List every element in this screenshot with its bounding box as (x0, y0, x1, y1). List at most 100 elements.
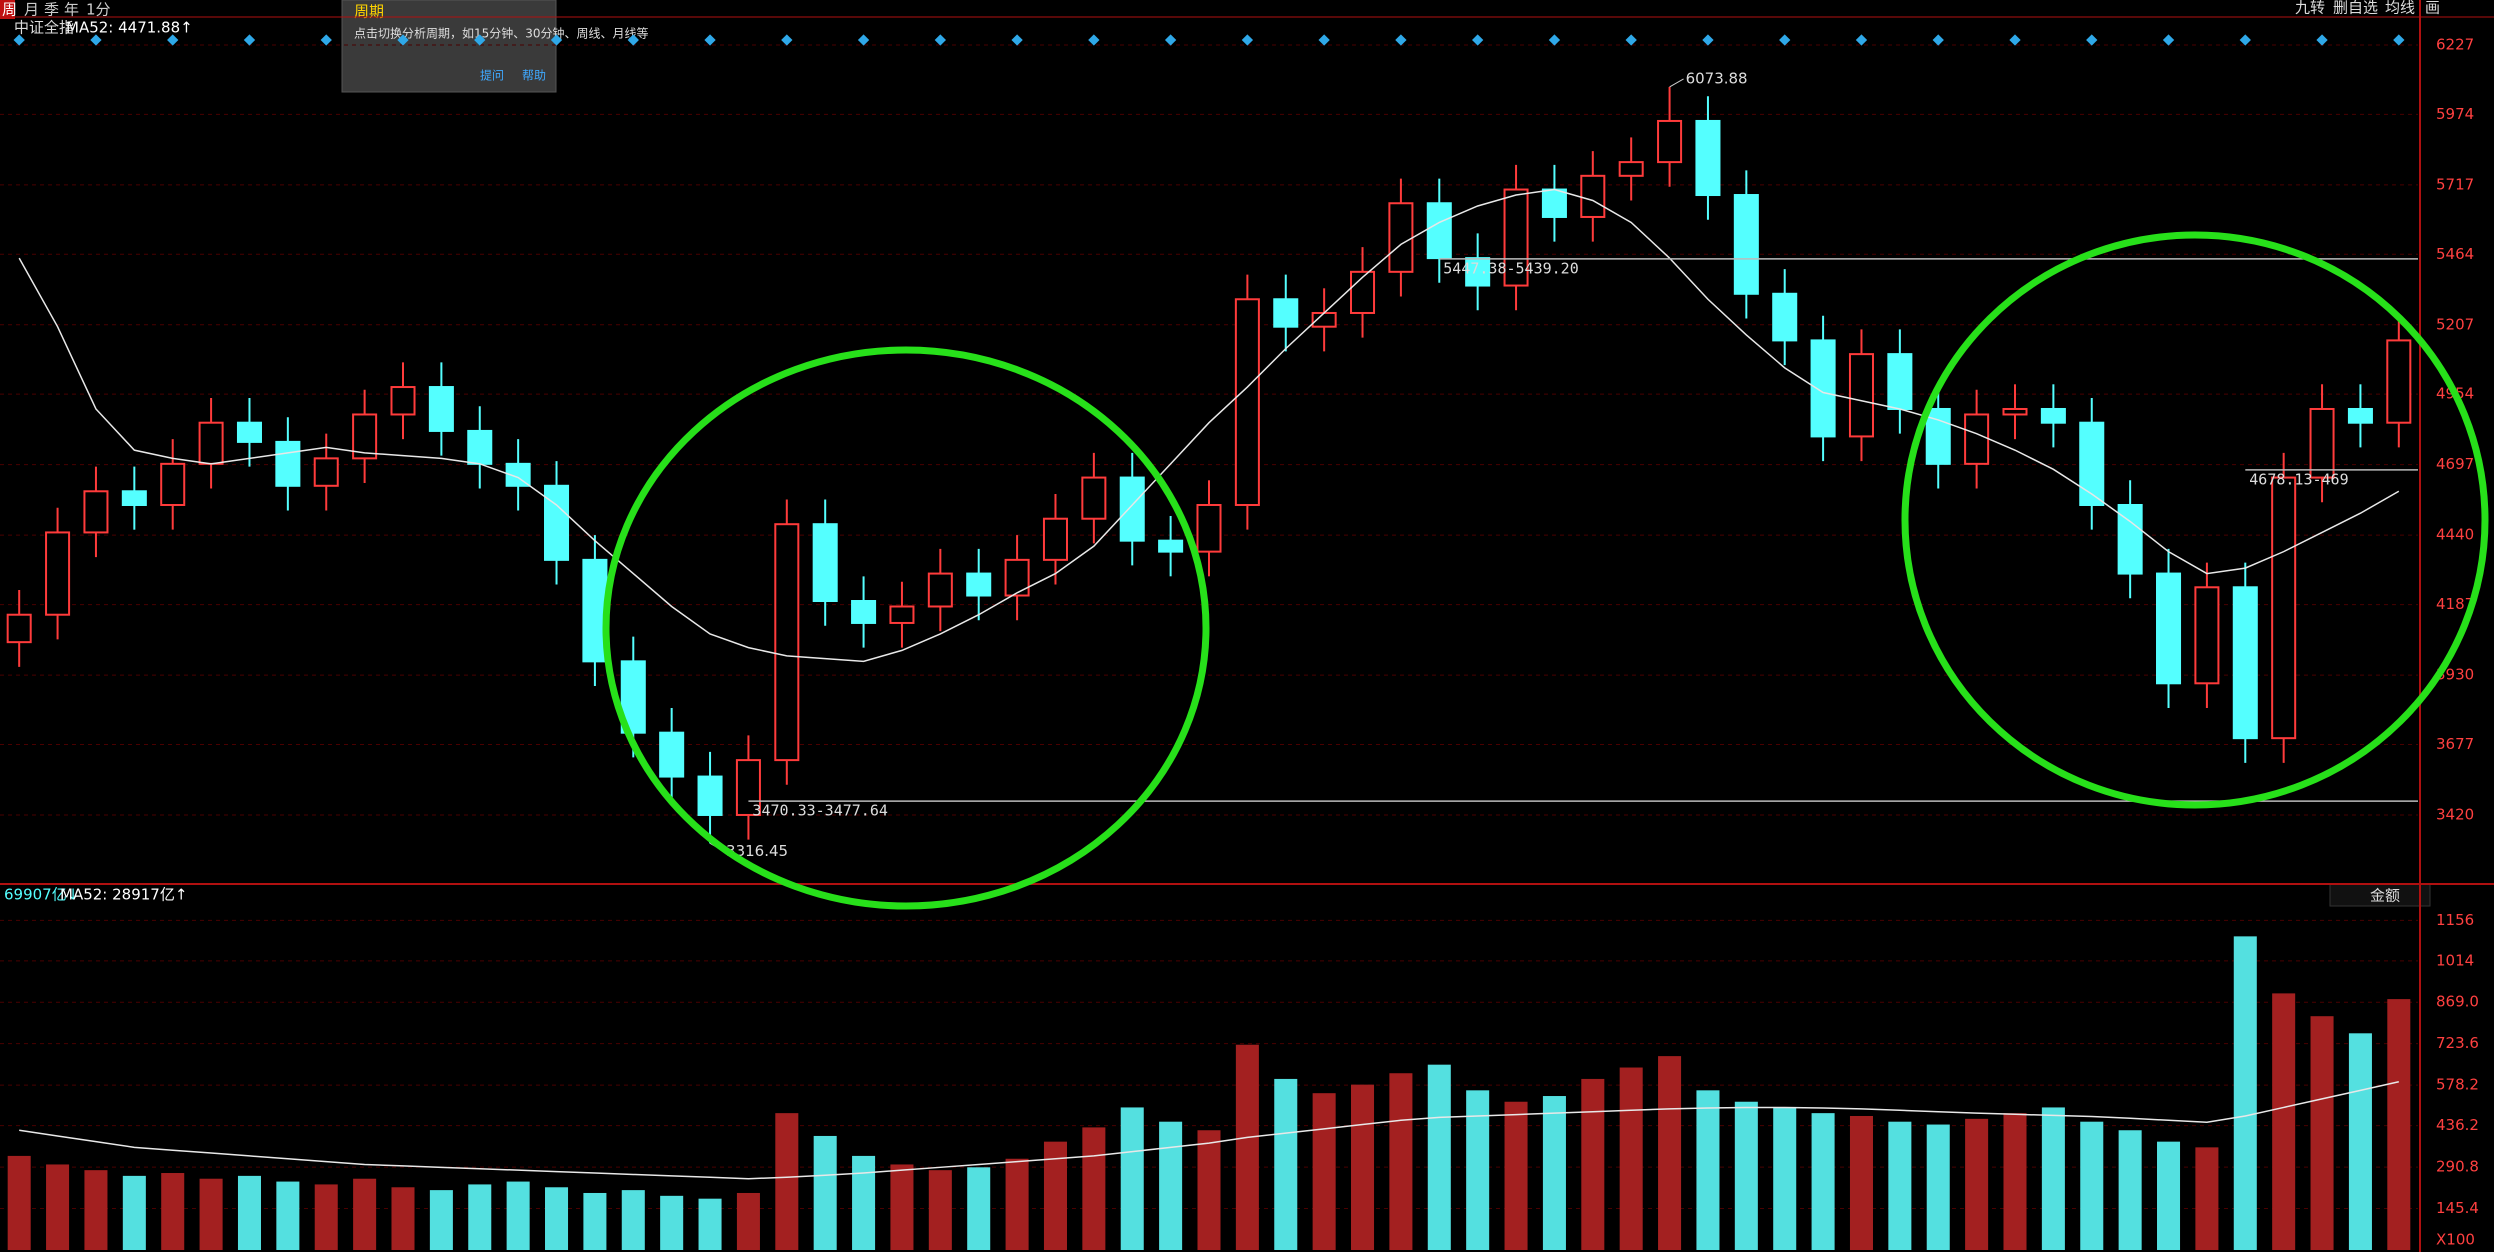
tool-button[interactable]: 均线 (2385, 0, 2415, 17)
y-tick-label: 5717 (2436, 175, 2474, 193)
candle-body (1695, 119, 1721, 197)
signal-marker (934, 34, 946, 46)
volume-bar (1811, 1113, 1835, 1250)
volume-bar (852, 1155, 876, 1250)
volume-bar (506, 1181, 530, 1250)
y-tick-label: 3677 (2436, 735, 2474, 753)
signal-marker (320, 34, 332, 46)
ma-line (19, 1081, 2399, 1180)
signal-marker (1088, 34, 1100, 46)
signal-marker (1241, 34, 1254, 46)
tool-button[interactable]: 九转 (2295, 0, 2325, 17)
volume-bar (2041, 1107, 2065, 1250)
candle-body (1388, 202, 1414, 273)
candle-body (1158, 539, 1184, 553)
volume-bar (1504, 1101, 1528, 1250)
candle-body (1004, 558, 1030, 597)
candle-body (198, 421, 224, 465)
y-tick-label: 869.0 (2436, 993, 2479, 1011)
period-tab[interactable]: 季 (44, 1, 59, 19)
period-tab[interactable]: 周 (2, 1, 17, 19)
volume-bar (1734, 1101, 1758, 1250)
signal-marker (627, 34, 639, 46)
volume-bar (1197, 1130, 1221, 1250)
candle-body (966, 572, 992, 597)
signal-marker (397, 34, 409, 46)
signal-marker (243, 34, 256, 46)
y-tick-label: 5464 (2436, 245, 2474, 263)
candle-body (2040, 407, 2066, 424)
signal-marker (550, 34, 563, 46)
signal-marker (13, 34, 25, 46)
candle-body (2309, 407, 2335, 479)
candle-body (2232, 586, 2258, 740)
candle-body (2271, 476, 2297, 740)
y-tick-label: 5207 (2436, 315, 2474, 333)
candle-body (544, 484, 570, 561)
level-label: 3470.33-3477.64 (752, 802, 887, 820)
candle-body (1618, 161, 1644, 177)
volume-bar (1849, 1115, 1873, 1250)
index-name: 中证全指 (14, 19, 74, 37)
candle-body (1426, 202, 1452, 260)
signal-marker (857, 34, 870, 46)
candle-body (582, 558, 608, 663)
volume-bar (660, 1195, 684, 1250)
candle-body (313, 457, 339, 487)
tooltip-text: 点击切换分析周期，如15分钟、30分钟、周线、月线等 (354, 26, 649, 41)
volume-bar (967, 1167, 991, 1250)
tooltip-button[interactable]: 帮助 (522, 69, 546, 83)
period-tab[interactable]: 年 (64, 1, 79, 19)
volume-bar (2003, 1113, 2027, 1250)
signal-marker (781, 34, 793, 46)
volume-bar (583, 1192, 607, 1250)
candle-body (160, 462, 186, 506)
y-tick-label: 578.2 (2436, 1076, 2479, 1094)
volume-bar (1658, 1056, 1682, 1250)
tooltip-title: 周期 (354, 3, 384, 21)
volume-bar (1235, 1044, 1259, 1250)
period-tab[interactable]: 月 (24, 1, 39, 19)
volume-bar (928, 1170, 952, 1250)
signal-marker (474, 34, 486, 46)
signal-marker (2316, 34, 2328, 46)
volume-bar (890, 1164, 914, 1250)
volume-bar (276, 1181, 300, 1250)
tool-button[interactable]: 画 (2425, 0, 2440, 17)
candle-body (2194, 586, 2220, 685)
signal-marker (1472, 34, 1484, 46)
candle-body (2117, 503, 2143, 575)
signal-marker (1011, 34, 1023, 46)
signal-marker (1548, 34, 1561, 46)
candle-body (1580, 174, 1606, 218)
selector-label[interactable]: 金额 (2370, 887, 2400, 905)
volume-bar (314, 1184, 338, 1250)
y-tick-label: 1156 (2436, 911, 2474, 929)
volume-bar (468, 1184, 492, 1250)
volume-bar (353, 1178, 377, 1250)
volume-bar (1043, 1141, 1067, 1250)
volume-bar (1120, 1107, 1144, 1250)
volume-bar (2387, 999, 2411, 1250)
volume-bar (1696, 1090, 1720, 1250)
volume-bar (1542, 1096, 1566, 1250)
tooltip-button[interactable]: 提问 (480, 68, 504, 83)
volume-bar (775, 1113, 799, 1250)
candle-body (1657, 119, 1683, 164)
volume-bar (1274, 1078, 1298, 1250)
candle-body (1234, 298, 1260, 506)
volume-bar (84, 1170, 108, 1250)
extreme-tick (1669, 78, 1684, 88)
period-tab[interactable]: 1分 (86, 1, 111, 19)
y-tick-label: 436.2 (2436, 1116, 2479, 1134)
level-label: 4678.13-469 (2249, 470, 2348, 488)
y-tick-label: 6227 (2436, 35, 2474, 53)
candle-body (45, 531, 71, 616)
tool-button[interactable]: 删自选 (2333, 0, 2378, 17)
candle-body (1810, 339, 1836, 438)
candle-body (6, 613, 32, 644)
candle-body (236, 421, 262, 443)
candle-body (352, 413, 378, 460)
signal-marker (1164, 34, 1177, 46)
